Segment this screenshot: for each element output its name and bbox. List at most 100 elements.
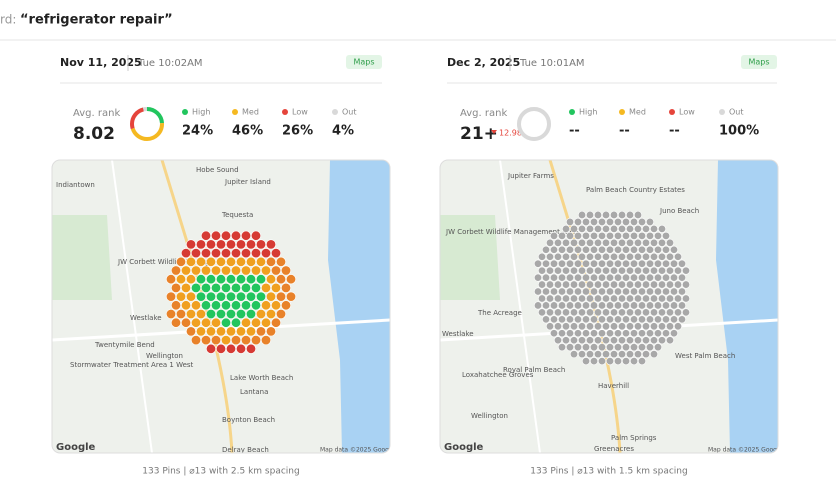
pin — [625, 266, 634, 275]
ocean — [716, 160, 778, 453]
pin — [661, 287, 670, 296]
pin — [211, 248, 222, 259]
pin — [641, 252, 650, 261]
pin — [661, 329, 670, 338]
pin — [181, 300, 192, 311]
pin — [649, 336, 658, 345]
pin — [545, 252, 554, 261]
pin — [645, 245, 654, 254]
pin — [206, 326, 217, 337]
pin — [231, 282, 242, 293]
pin — [216, 343, 227, 354]
pin — [241, 230, 252, 241]
time: Tue 10:02AM — [137, 58, 203, 69]
pin — [533, 273, 542, 282]
map-label: Indiantown — [56, 181, 95, 189]
pin — [637, 273, 646, 282]
pin — [593, 252, 602, 261]
green-area — [52, 215, 112, 300]
legend-name: Med — [242, 108, 259, 117]
map-label: Delray Beach — [222, 446, 269, 454]
pin — [561, 238, 570, 247]
pin — [669, 315, 678, 324]
pin — [617, 294, 626, 303]
pin — [577, 252, 586, 261]
pin — [260, 265, 271, 276]
pin — [557, 343, 566, 352]
pin — [545, 238, 554, 247]
pin — [545, 266, 554, 275]
donut-segment — [130, 107, 164, 141]
pin — [549, 301, 558, 310]
map-label: Royal Palm Beach — [503, 366, 565, 374]
pin — [585, 322, 594, 331]
green-area — [440, 215, 500, 300]
pin — [533, 287, 542, 296]
pin — [241, 300, 252, 311]
pin — [573, 259, 582, 268]
pin — [236, 291, 247, 302]
pin — [196, 274, 207, 285]
pin — [201, 265, 212, 276]
pin — [549, 231, 558, 240]
pin — [637, 217, 646, 226]
pin — [657, 238, 666, 247]
pin — [285, 274, 296, 285]
pin — [633, 252, 642, 261]
pin — [270, 265, 281, 276]
pin — [585, 252, 594, 261]
pin — [641, 266, 650, 275]
pin — [681, 294, 690, 303]
pin — [665, 322, 674, 331]
pin — [617, 238, 626, 247]
pin — [201, 248, 212, 259]
pin — [176, 308, 187, 319]
pin — [613, 287, 622, 296]
pin — [621, 273, 630, 282]
pin — [653, 343, 662, 352]
pin — [625, 322, 634, 331]
pin — [581, 217, 590, 226]
badge-text: Maps — [353, 58, 374, 67]
pin — [665, 294, 674, 303]
pin — [577, 224, 586, 233]
pin — [565, 315, 574, 324]
pin — [251, 248, 262, 259]
pin — [255, 239, 266, 250]
rank-change: 12.98 — [499, 129, 522, 138]
pin — [231, 317, 242, 328]
pin — [573, 329, 582, 338]
pin — [581, 287, 590, 296]
road — [111, 160, 153, 453]
pin — [625, 224, 634, 233]
pin — [275, 308, 286, 319]
pin — [605, 259, 614, 268]
pin — [637, 231, 646, 240]
pin — [569, 350, 578, 359]
down-arrow — [491, 130, 497, 134]
pin — [176, 274, 187, 285]
pin — [657, 294, 666, 303]
avg-rank: 21+ — [460, 124, 498, 144]
pin — [561, 224, 570, 233]
pin — [605, 329, 614, 338]
pin — [673, 308, 682, 317]
pin — [593, 280, 602, 289]
pin — [613, 315, 622, 324]
pin — [260, 282, 271, 293]
pin — [609, 210, 618, 219]
pin — [637, 245, 646, 254]
pin — [211, 300, 222, 311]
pin — [625, 210, 634, 219]
pin — [211, 282, 222, 293]
pin — [625, 280, 634, 289]
pin — [561, 252, 570, 261]
pin — [246, 291, 257, 302]
pin — [669, 287, 678, 296]
pin — [645, 329, 654, 338]
pin — [629, 301, 638, 310]
pin — [645, 287, 654, 296]
pin — [186, 291, 197, 302]
date: Dec 2, 2025 — [447, 56, 520, 69]
legend-name: High — [192, 108, 210, 117]
